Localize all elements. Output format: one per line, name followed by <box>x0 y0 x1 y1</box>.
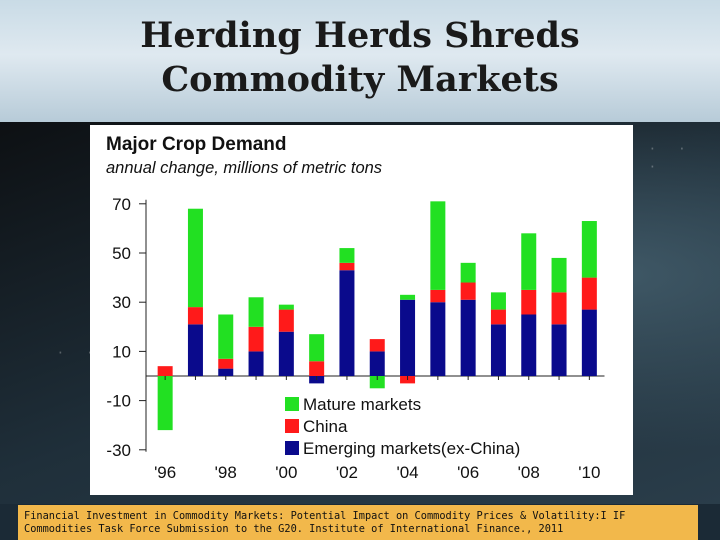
bar-segment <box>369 376 385 389</box>
bar-segment <box>218 314 234 359</box>
y-tick-label: 10 <box>112 342 131 361</box>
bar-segment <box>490 292 506 310</box>
bar-segment <box>218 368 234 376</box>
bar-segment <box>581 277 597 310</box>
source-citation-line-1: Financial Investment in Commodity Market… <box>24 510 626 522</box>
bar-segment <box>309 361 325 376</box>
bar-segment <box>278 309 294 332</box>
bar-segment <box>248 297 264 327</box>
bar-segment <box>551 292 567 325</box>
x-tick-label: '02 <box>336 463 358 482</box>
bar-segment <box>218 358 234 369</box>
legend-swatch <box>285 441 299 455</box>
bar-segment <box>521 314 537 376</box>
chart-title: Major Crop Demand <box>106 134 287 155</box>
bar-segment <box>551 257 567 293</box>
bar-segment <box>521 289 537 315</box>
slide-title: Herding Herds Shreds Commodity Markets <box>0 14 720 102</box>
bar-segment <box>521 233 537 290</box>
bar-segment <box>369 351 385 376</box>
bar-segment <box>248 326 264 352</box>
chart-subtitle: annual change, millions of metric tons <box>106 159 382 177</box>
bar-segment <box>460 282 476 300</box>
x-tick-label: '00 <box>275 463 297 482</box>
legend-label: Mature markets <box>303 395 421 414</box>
legend-label: China <box>303 417 348 436</box>
bar-segment <box>157 376 173 431</box>
x-tick-label: '06 <box>457 463 479 482</box>
bar-segment <box>551 324 567 376</box>
title-band: Herding Herds Shreds Commodity Markets <box>0 0 720 122</box>
y-tick-label: 30 <box>112 293 131 312</box>
x-tick-label: '08 <box>518 463 540 482</box>
source-citation-line-2: Commodities Task Force Submission to the… <box>24 523 564 535</box>
bar-segment <box>187 307 203 325</box>
bar-segment <box>430 201 446 290</box>
bar-segment <box>460 262 476 283</box>
backdrop-decoration: · · <box>58 344 103 362</box>
legend-label: Emerging markets(ex-China) <box>303 439 520 458</box>
bar-segment <box>581 221 597 278</box>
backdrop-decoration: · · · <box>650 140 695 176</box>
bar-segment <box>369 339 385 352</box>
bar-segment <box>187 324 203 376</box>
bar-segment <box>490 324 506 376</box>
bar-segment <box>339 262 355 271</box>
bar-segment <box>460 299 476 376</box>
y-tick-label: -30 <box>106 441 131 460</box>
bar-segment <box>157 366 173 376</box>
slide-title-line-2: Commodity Markets <box>161 59 559 100</box>
x-tick-label: '98 <box>215 463 237 482</box>
bar-segment <box>187 208 203 308</box>
bar-segment <box>400 294 416 300</box>
legend-swatch <box>285 419 299 433</box>
bar-segment <box>309 334 325 362</box>
legend-swatch <box>285 397 299 411</box>
bar-segment <box>430 289 446 303</box>
y-tick-label: -10 <box>106 392 131 411</box>
bar-segment <box>278 304 294 310</box>
x-tick-label: '96 <box>154 463 176 482</box>
bar-segment <box>430 302 446 376</box>
y-tick-label: 70 <box>112 195 131 214</box>
bar-segment <box>278 331 294 376</box>
source-citation: Financial Investment in Commodity Market… <box>18 505 698 540</box>
bar-segment <box>581 309 597 376</box>
x-tick-label: '10 <box>578 463 600 482</box>
bar-segment <box>248 351 264 376</box>
bar-segment <box>490 309 506 325</box>
bar-segment <box>339 248 355 263</box>
chart-panel: Major Crop Demand annual change, millions… <box>90 125 633 495</box>
bar-segment <box>400 299 416 376</box>
bar-segment <box>339 270 355 376</box>
stacked-bar-chart: Major Crop Demand annual change, millions… <box>106 134 605 482</box>
slide-title-line-1: Herding Herds Shreds <box>140 15 580 56</box>
y-tick-label: 50 <box>112 244 131 263</box>
x-tick-label: '04 <box>396 463 418 482</box>
